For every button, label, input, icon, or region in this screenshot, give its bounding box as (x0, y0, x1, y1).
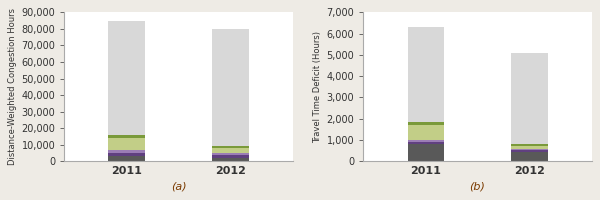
Bar (109, 135, 145, 138)
Bar (109, 156, 145, 161)
Y-axis label: Distance-Weighted Congestion Hours: Distance-Weighted Congestion Hours (8, 8, 17, 165)
Bar (511, 149, 548, 150)
Bar (109, 138, 145, 150)
X-axis label: (b): (b) (470, 182, 485, 192)
Bar (407, 122, 444, 125)
Bar (212, 29, 248, 146)
Bar (212, 146, 248, 148)
Bar (511, 53, 548, 144)
Bar (212, 155, 248, 158)
Bar (109, 21, 145, 135)
Bar (511, 144, 548, 146)
Bar (109, 153, 145, 156)
Y-axis label: Travel Time Deficit (Hours): Travel Time Deficit (Hours) (313, 31, 322, 143)
Bar (212, 148, 248, 153)
Bar (407, 125, 444, 140)
Bar (407, 144, 444, 161)
Bar (511, 152, 548, 161)
Bar (407, 27, 444, 122)
Bar (212, 153, 248, 155)
Bar (212, 158, 248, 161)
X-axis label: (a): (a) (171, 182, 187, 192)
Bar (511, 150, 548, 152)
Bar (407, 140, 444, 142)
Bar (109, 150, 145, 153)
Bar (511, 146, 548, 149)
Bar (407, 142, 444, 144)
